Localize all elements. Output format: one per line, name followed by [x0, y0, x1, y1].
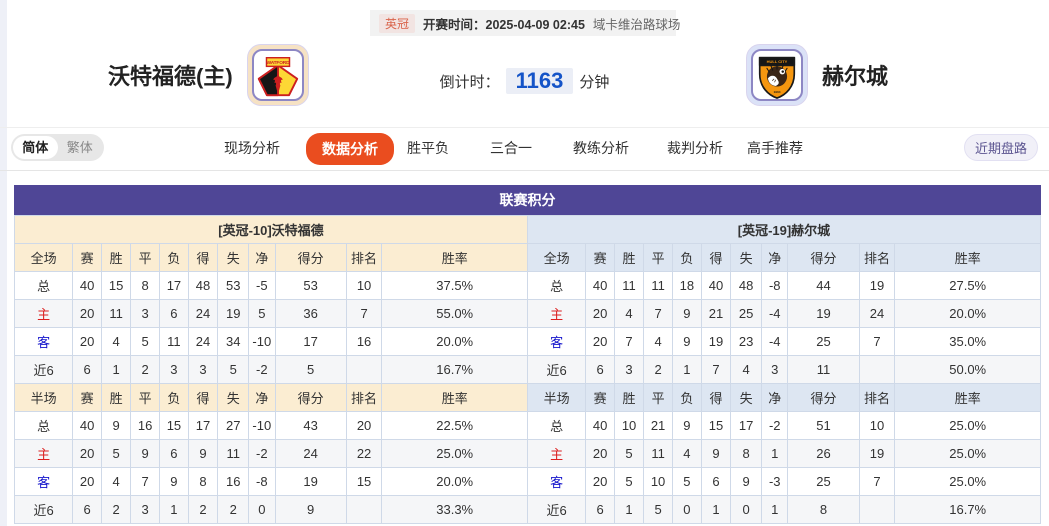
svg-text:WATFORD: WATFORD [266, 60, 289, 66]
svg-text:1904: 1904 [774, 90, 781, 94]
svg-text:HULL CITY: HULL CITY [767, 59, 788, 64]
